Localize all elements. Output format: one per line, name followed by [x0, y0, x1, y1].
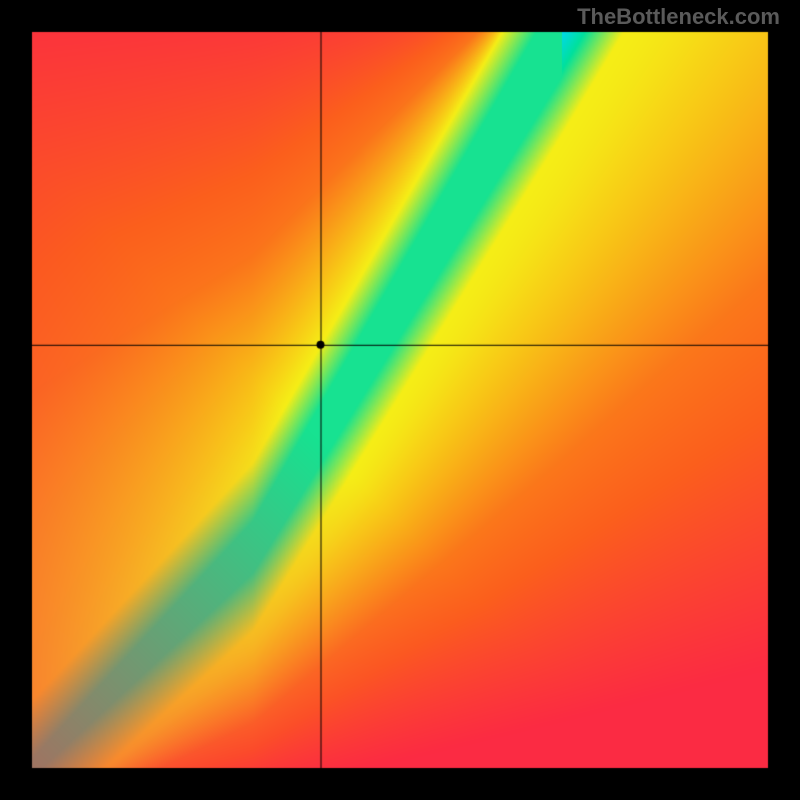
chart-container: TheBottleneck.com: [0, 0, 800, 800]
watermark-text: TheBottleneck.com: [577, 4, 780, 30]
bottleneck-heatmap: [0, 0, 800, 800]
